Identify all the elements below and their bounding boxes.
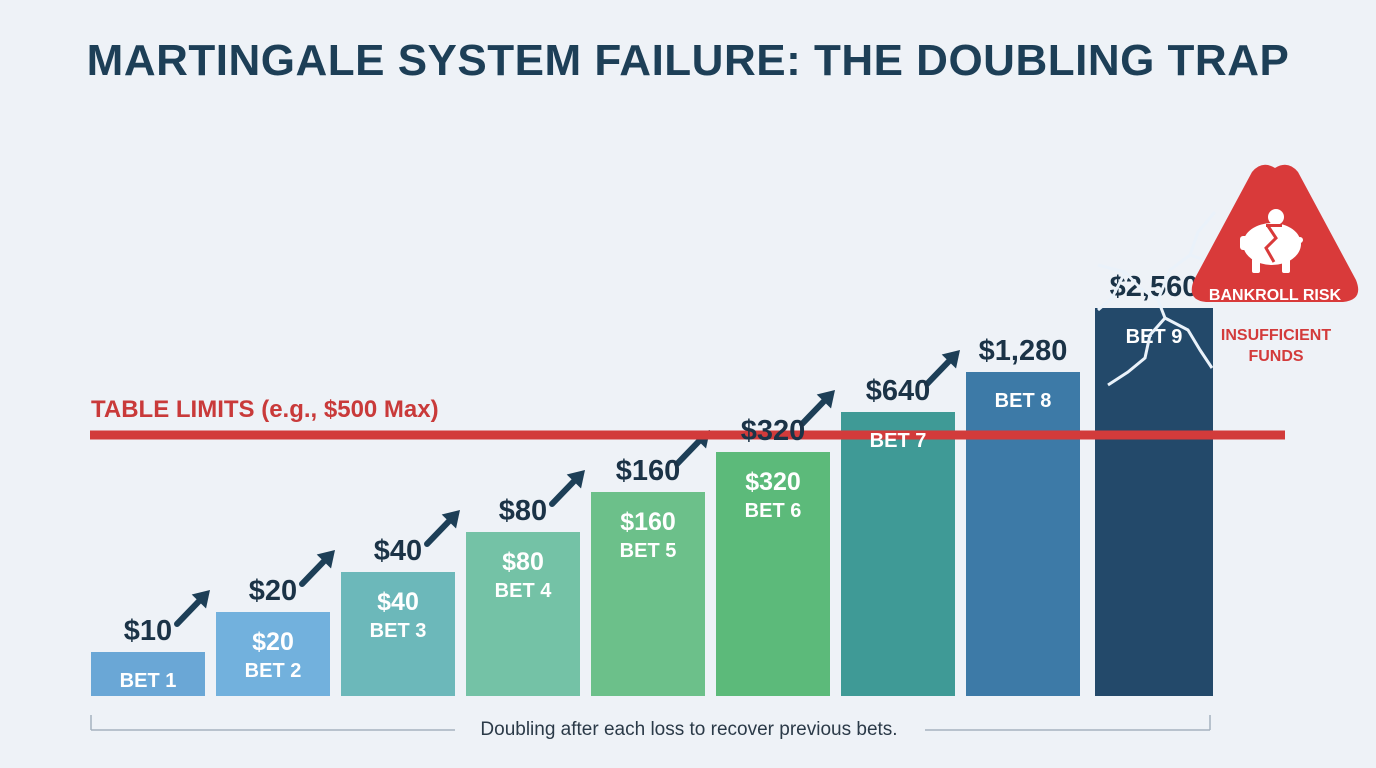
chart-caption: Doubling after each loss to recover prev…: [480, 719, 897, 740]
bar-2: [216, 612, 330, 696]
value-label-8: $1,280: [979, 335, 1068, 367]
chart-title: MARTINGALE SYSTEM FAILURE: THE DOUBLING …: [86, 36, 1290, 85]
bar-4: [466, 532, 580, 696]
value-label-6: $320: [741, 415, 806, 447]
inner-value-label-6: $320: [745, 468, 801, 496]
warning-badge-text: BANKROLL RISK: [1209, 287, 1342, 304]
value-label-2: $20: [249, 575, 297, 607]
growth-arrow-6: [799, 390, 835, 427]
growth-arrow-2: [299, 550, 335, 587]
bet-label-7: BET 7: [870, 430, 927, 452]
growth-arrow-7: [924, 350, 960, 387]
bet-label-9: BET 9: [1126, 326, 1183, 348]
inner-value-label-4: $80: [502, 548, 544, 576]
value-label-3: $40: [374, 535, 422, 567]
broken-piggy-bank-icon: [1240, 209, 1303, 273]
bet-label-5: BET 5: [620, 540, 677, 562]
inner-value-label-2: $20: [252, 628, 294, 656]
bar-8: [966, 372, 1080, 696]
crack-lines: [1097, 211, 1217, 387]
growth-arrow-4: [549, 470, 585, 507]
growth-arrow-3: [424, 510, 460, 547]
bet-label-2: BET 2: [245, 660, 302, 682]
value-label-7: $640: [866, 375, 931, 407]
value-label-1: $10: [124, 615, 172, 647]
bar-9: [1095, 308, 1213, 696]
bet-label-1: BET 1: [120, 670, 177, 692]
bet-label-4: BET 4: [495, 580, 553, 602]
table-limit-label: TABLE LIMITS (e.g., $500 Max): [91, 396, 439, 423]
bankroll-warning: BANKROLL RISK INSUFFICIENT FUNDS: [1191, 164, 1359, 365]
bar-1: [91, 652, 205, 696]
value-label-4: $80: [499, 495, 547, 527]
value-label-5: $160: [616, 455, 681, 487]
bar-6: [716, 452, 830, 696]
bet-label-6: BET 6: [745, 500, 802, 522]
warning-sub-line-2: FUNDS: [1248, 348, 1303, 365]
bars-layer: [91, 308, 1213, 696]
labels-layer: $10 BET 1 $20 $20 BET 2 $40 $40 BET 3 $80 $80 BET …: [120, 271, 1199, 692]
bar-7: [841, 412, 955, 696]
bet-label-3: BET 3: [370, 620, 427, 642]
bet-label-8: BET 8: [995, 390, 1052, 412]
warning-sub-line-1: INSUFFICIENT: [1221, 327, 1331, 344]
bar-5: [591, 492, 705, 696]
growth-arrow-1: [174, 590, 210, 627]
bar-3: [341, 572, 455, 696]
inner-value-label-3: $40: [377, 588, 419, 616]
inner-value-label-5: $160: [620, 508, 676, 536]
bottom-bracket: [90, 715, 1211, 731]
